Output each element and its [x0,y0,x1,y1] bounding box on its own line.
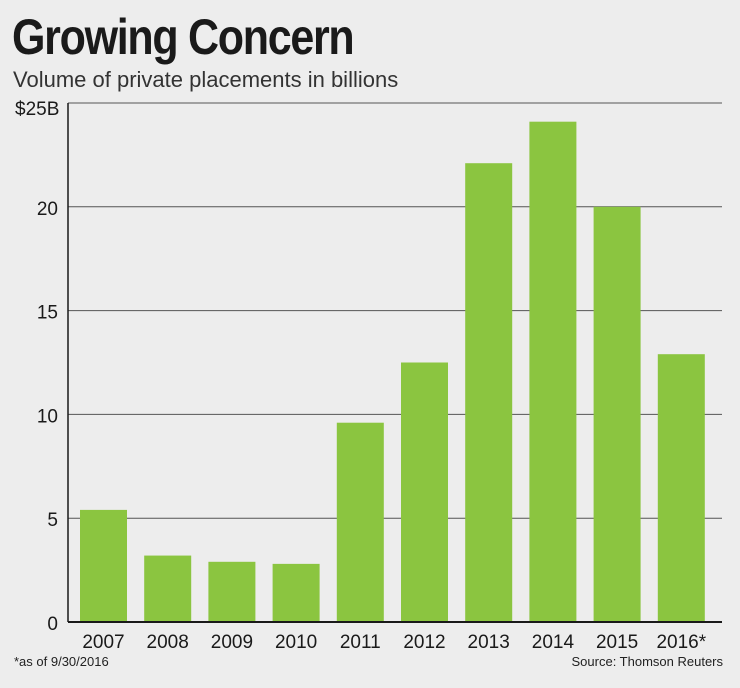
bar [593,206,641,623]
bar [336,422,384,622]
chart-subtitle: Volume of private placements in billions [13,67,399,92]
y-tick-label: 10 [37,406,58,427]
x-tick-label: 2014 [532,632,575,653]
x-tick-label: 2013 [468,632,510,653]
x-tick-label: 2016* [656,632,706,653]
bar [657,354,705,622]
x-tick-label: 2012 [403,632,445,653]
x-tick-label: 2010 [275,632,317,653]
chart-title: Growing Concern [12,9,355,65]
bar [529,121,577,623]
x-tick-label: 2015 [596,632,638,653]
y-tick-label: 15 [37,303,58,324]
bar [401,362,448,622]
y-tick-label: $25B [15,99,59,120]
y-tick-label: 20 [37,199,58,220]
footnote: *as of 9/30/2016 [14,654,109,669]
x-tick-label: 2008 [147,632,189,653]
x-tick-label: 2009 [211,632,253,653]
bar [144,555,192,622]
x-tick-label: 2011 [340,632,381,653]
bar [465,163,513,623]
bar [80,509,127,622]
source-note: Source: Thomson Reuters [571,654,724,669]
y-tick-label: 0 [47,614,58,635]
bar [208,561,256,622]
x-tick-label: 2007 [82,632,124,653]
y-tick-label: 5 [47,510,58,531]
bar [272,563,320,622]
